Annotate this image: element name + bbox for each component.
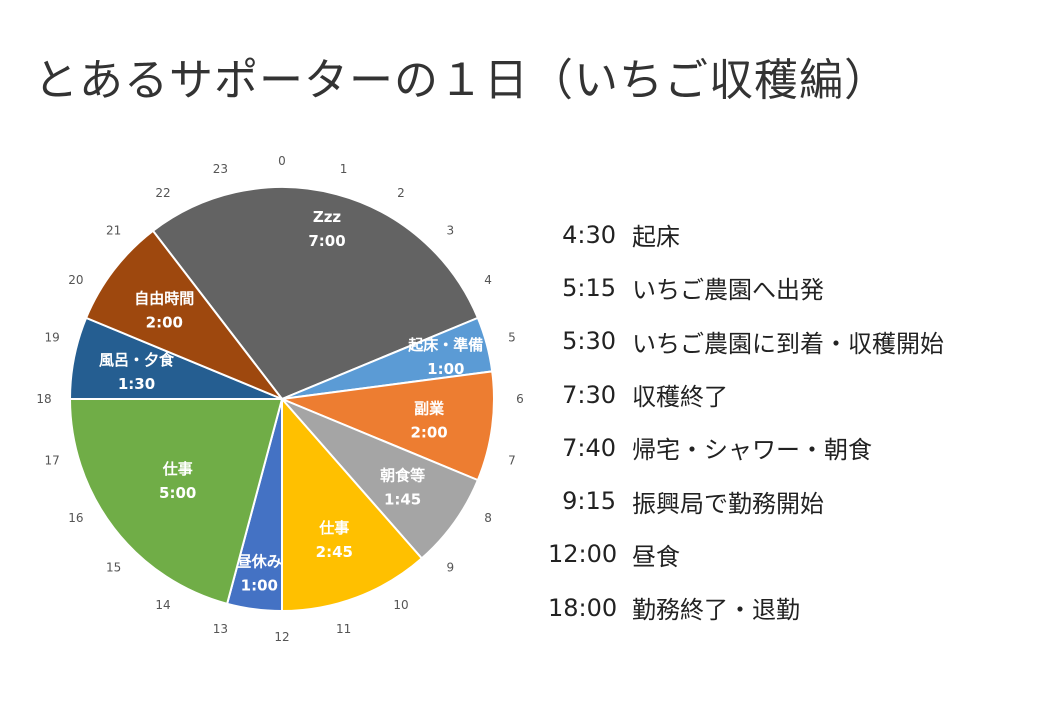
- slice-name-label: 昼休み: [237, 552, 282, 570]
- hour-tick-label: 22: [155, 186, 170, 200]
- hour-tick-label: 6: [516, 392, 524, 406]
- hour-tick-label: 2: [397, 186, 405, 200]
- slice-duration-label: 1:00: [427, 360, 464, 378]
- pie-slice: [281, 398, 480, 560]
- schedule-time: 7:30: [562, 380, 616, 409]
- schedule-item: 7:30 収穫終了: [548, 368, 944, 421]
- slice-duration-label: 7:00: [308, 232, 345, 250]
- slice-duration-label: 5:00: [159, 484, 196, 502]
- slice-name-label: Zzz: [313, 208, 342, 226]
- slice-name-label: 仕事: [318, 519, 349, 537]
- slice-name-label: 風呂・夕食: [99, 351, 175, 369]
- hour-tick-label: 13: [213, 622, 228, 636]
- hour-tick-label: 3: [446, 224, 454, 238]
- schedule-time: 12:00: [548, 540, 618, 569]
- schedule-item: 5:30 いちご農園に到着・収穫開始: [548, 315, 944, 368]
- page-title: とあるサポーターの１日（いちご収穫編）: [34, 55, 889, 106]
- schedule-list: 4:30 起床 5:15 いちご農園へ出発 5:30 いちご農園に到着・収穫開始 7:…: [548, 208, 944, 634]
- hour-tick-label: 10: [393, 598, 408, 612]
- schedule-item: 12:00 昼食: [548, 528, 944, 581]
- slice-name-label: 朝食等: [380, 466, 425, 484]
- hour-tick-label: 1: [340, 162, 348, 176]
- schedule-event: いちご農園へ出発: [632, 276, 824, 305]
- schedule-time: 9:15: [562, 487, 616, 516]
- slice-duration-label: 2:45: [316, 543, 353, 561]
- slice-duration-label: 2:00: [146, 314, 183, 332]
- schedule-time: 18:00: [548, 593, 618, 622]
- schedule-event: 勤務終了・退勤: [632, 596, 800, 625]
- schedule-time: 7:40: [562, 433, 616, 462]
- hour-tick-label: 8: [484, 511, 492, 525]
- pie-slice: [68, 398, 284, 606]
- pie-slice: [84, 229, 286, 402]
- hour-tick-label: 23: [213, 162, 228, 176]
- schedule-item: 9:15 振興局で勤務開始: [548, 474, 944, 527]
- hour-tick-label: 4: [484, 273, 492, 287]
- slice-name-label: 自由時間: [134, 290, 194, 308]
- slice-duration-label: 2:00: [410, 423, 447, 441]
- hour-tick-label: 9: [446, 560, 454, 574]
- schedule-item: 5:15 いちご農園へ出発: [548, 261, 944, 314]
- schedule-time: 4:30: [562, 220, 616, 249]
- hour-tick-label: 12: [274, 630, 289, 644]
- schedule-event: 起床: [632, 223, 680, 252]
- slice-duration-label: 1:45: [384, 490, 421, 508]
- slice-duration-label: 1:30: [118, 375, 155, 393]
- hour-tick-label: 0: [278, 154, 286, 168]
- slice-duration-label: 1:00: [241, 576, 278, 594]
- slice-name-label: 起床・準備: [407, 336, 483, 354]
- schedule-time: 5:15: [562, 273, 616, 302]
- hour-tick-label: 7: [508, 454, 516, 468]
- schedule-event: 昼食: [632, 542, 680, 571]
- daily-schedule-pie-chart: Zzz 7:00 起床・準備 1:00 副業 2:00 朝食等 1:45 仕事 2:45 昼休み 1:…: [36, 154, 524, 644]
- schedule-event: いちご農園に到着・収穫開始: [632, 329, 944, 358]
- pie-slice: [151, 186, 480, 401]
- hour-tick-label: 15: [106, 560, 121, 574]
- hour-tick-label: 19: [44, 330, 59, 344]
- hour-tick-label: 21: [106, 224, 121, 238]
- slice-name-label: 仕事: [162, 460, 193, 478]
- hour-tick-label: 17: [44, 454, 59, 468]
- schedule-event: 収穫終了: [632, 383, 728, 412]
- schedule-time: 5:30: [562, 327, 616, 356]
- hour-tick-label: 11: [336, 622, 351, 636]
- schedule-item: 4:30 起床: [548, 208, 944, 261]
- hour-tick-label: 14: [155, 598, 170, 612]
- schedule-event: 帰宅・シャワー・朝食: [632, 436, 872, 465]
- pie-slice: [278, 370, 495, 482]
- slice-name-label: 副業: [414, 399, 445, 417]
- hour-tick-label: 5: [508, 330, 516, 344]
- schedule-item: 18:00 勤務終了・退勤: [548, 581, 944, 634]
- pie-slice: [281, 396, 424, 613]
- hour-tick-label: 20: [68, 273, 83, 287]
- hour-tick-label: 16: [68, 511, 83, 525]
- schedule-item: 7:40 帰宅・シャワー・朝食: [548, 421, 944, 474]
- hour-tick-label: 18: [36, 392, 51, 406]
- schedule-event: 振興局で勤務開始: [632, 489, 824, 518]
